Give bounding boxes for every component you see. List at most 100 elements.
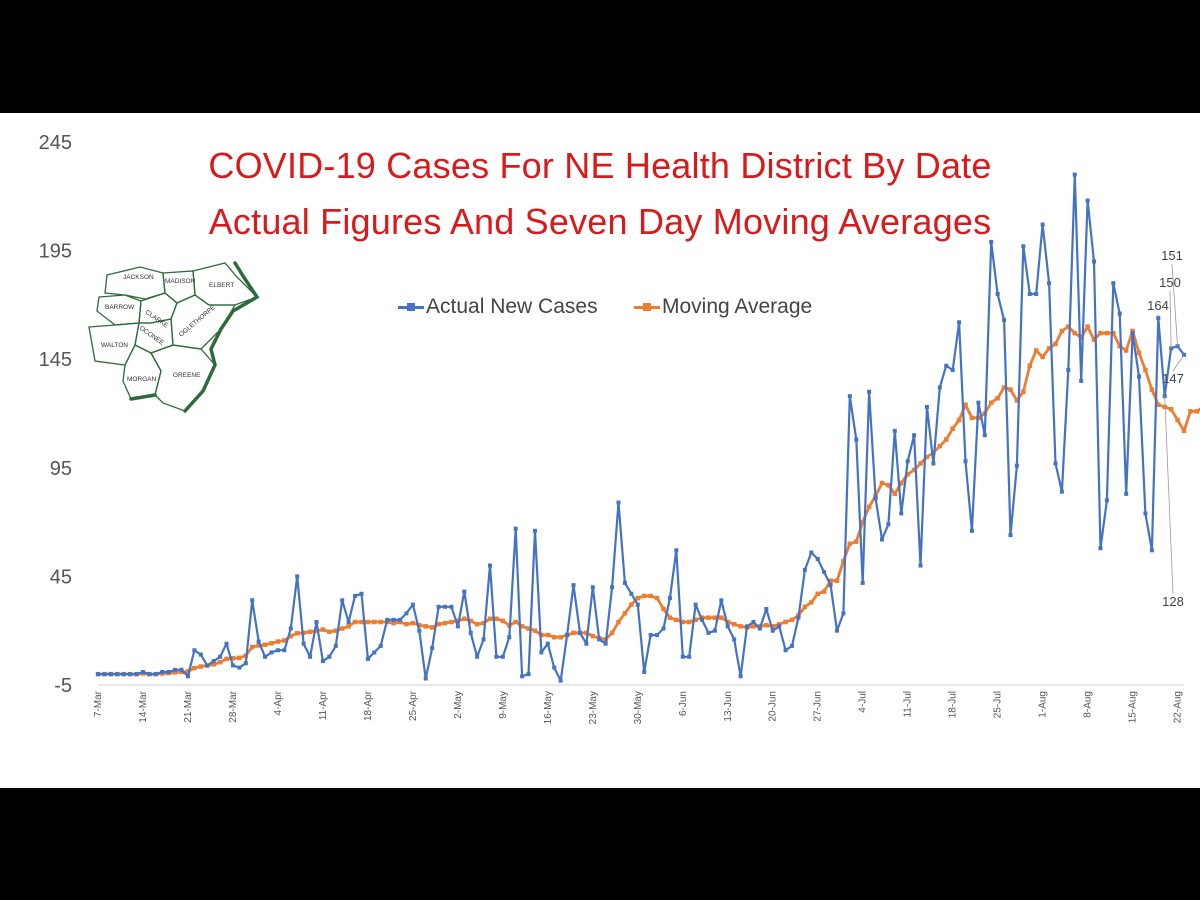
x-tick-label: 11-Apr xyxy=(318,690,329,720)
actual-cases-point xyxy=(680,654,685,659)
actual-cases-point xyxy=(475,654,480,659)
actual-cases-point xyxy=(327,654,332,659)
actual-cases-point xyxy=(1117,311,1122,316)
actual-cases-point xyxy=(218,654,223,659)
actual-cases-point xyxy=(372,650,377,655)
moving-average-point xyxy=(391,620,396,626)
actual-cases-point xyxy=(1034,292,1039,297)
actual-cases-point xyxy=(886,522,891,527)
x-tick-label: 2-May xyxy=(453,691,464,719)
y-tick-label: 145 xyxy=(39,349,72,371)
moving-average-point xyxy=(712,615,718,620)
x-tick-label: 1-Aug xyxy=(1038,691,1049,718)
moving-average-point xyxy=(372,619,377,625)
moving-average-point xyxy=(307,629,313,635)
moving-average-point xyxy=(661,606,666,612)
actual-cases-point xyxy=(359,591,364,596)
moving-average-point xyxy=(841,558,846,564)
moving-average-point xyxy=(1014,398,1020,403)
actual-cases-point xyxy=(140,669,145,674)
actual-cases-point xyxy=(423,676,428,681)
moving-average-point xyxy=(262,642,268,648)
actual-cases-point xyxy=(661,626,666,631)
actual-cases-point xyxy=(96,672,100,677)
moving-average-point xyxy=(237,655,242,661)
moving-average-point xyxy=(654,595,660,601)
data-label-leader-line xyxy=(1169,290,1172,349)
x-tick-label: 7-Mar xyxy=(93,690,104,717)
data-label-leader-line xyxy=(1164,396,1174,595)
actual-cases-point xyxy=(1027,292,1032,297)
actual-cases-line xyxy=(98,173,1185,682)
actual-cases-point xyxy=(937,385,942,390)
actual-cases-point xyxy=(353,593,358,598)
x-tick-label: 15-Aug xyxy=(1128,691,1139,723)
actual-cases-point xyxy=(340,598,345,603)
actual-cases-point xyxy=(513,526,518,531)
actual-cases-point xyxy=(526,672,531,677)
actual-cases-point xyxy=(295,574,300,579)
actual-cases-point xyxy=(1008,533,1013,538)
actual-cases-point xyxy=(308,654,313,659)
actual-cases-point xyxy=(577,630,582,635)
actual-cases-point xyxy=(738,674,743,679)
actual-cases-point xyxy=(693,602,698,607)
actual-cases-point xyxy=(153,672,158,677)
moving-average-point xyxy=(1046,346,1052,351)
actual-cases-point xyxy=(430,646,435,651)
moving-average-point xyxy=(346,624,351,629)
data-label: 164 xyxy=(1147,298,1169,313)
moving-average-point xyxy=(719,615,724,620)
actual-cases-point xyxy=(667,596,672,601)
data-label: 128 xyxy=(1162,594,1184,609)
y-tick-label: 245 xyxy=(39,132,72,154)
actual-cases-point xyxy=(655,633,660,638)
moving-average-point xyxy=(1078,335,1084,340)
x-tick-label: 9-May xyxy=(498,691,509,719)
actual-cases-point xyxy=(847,394,852,399)
moving-average-point xyxy=(1168,406,1174,412)
x-tick-label: 8-Aug xyxy=(1083,691,1094,718)
actual-cases-point xyxy=(320,659,325,664)
actual-cases-point xyxy=(1079,378,1084,383)
x-tick-label: 16-May xyxy=(543,691,554,724)
moving-average-point xyxy=(1001,385,1007,390)
moving-average-point xyxy=(500,618,506,624)
actual-cases-point xyxy=(1130,331,1135,336)
x-tick-label: 11-Jul xyxy=(903,691,914,718)
actual-cases-point xyxy=(224,641,229,646)
actual-cases-point xyxy=(918,563,923,568)
actual-cases-point xyxy=(134,672,139,677)
moving-average-point xyxy=(1117,343,1122,349)
actual-cases-point xyxy=(115,672,120,677)
actual-cases-point xyxy=(802,567,807,572)
actual-cases-point xyxy=(828,583,833,588)
actual-cases-point xyxy=(1059,489,1064,494)
moving-average-point xyxy=(1033,348,1039,353)
actual-cases-point xyxy=(565,633,570,638)
actual-cases-point xyxy=(860,580,865,585)
moving-average-point xyxy=(474,621,480,627)
moving-average-point xyxy=(860,519,865,525)
map-label-oconee: OCONEE xyxy=(138,325,166,347)
actual-cases-point xyxy=(166,669,171,674)
moving-average-point xyxy=(462,616,467,622)
actual-cases-point xyxy=(1149,548,1154,553)
actual-cases-point xyxy=(256,639,261,644)
actual-cases-point xyxy=(989,239,994,244)
actual-cases-point xyxy=(616,500,621,505)
district-map-icon: JACKSON MADISON ELBERT BARROW CLARKE OCO… xyxy=(88,261,260,413)
actual-cases-point xyxy=(558,678,563,683)
moving-average-point xyxy=(943,437,949,442)
data-label: 147 xyxy=(1162,371,1184,386)
actual-cases-point xyxy=(410,602,415,607)
x-tick-label: 25-Jul xyxy=(993,691,1004,718)
actual-cases-point xyxy=(969,528,974,533)
moving-average-point xyxy=(1175,417,1180,423)
moving-average-point xyxy=(866,504,872,510)
moving-average-point xyxy=(513,619,518,625)
actual-cases-point xyxy=(950,368,955,373)
moving-average-point xyxy=(404,621,409,627)
moving-average-point xyxy=(545,632,551,638)
x-tick-label: 28-Mar xyxy=(228,690,239,722)
